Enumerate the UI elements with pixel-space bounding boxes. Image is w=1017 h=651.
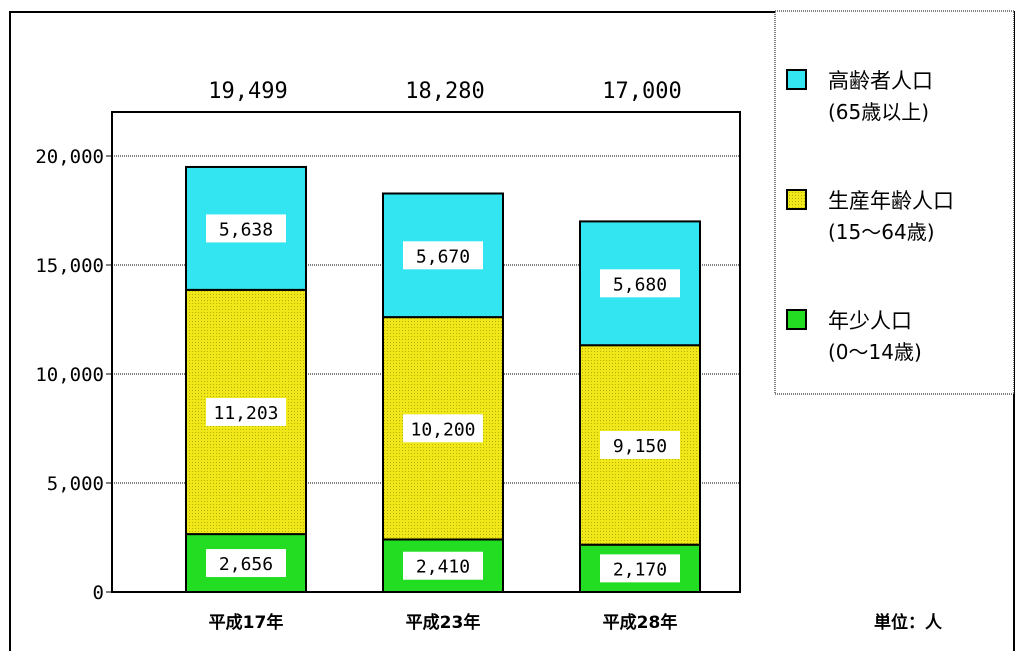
- data-label-bg: [206, 549, 286, 578]
- legend-swatch: [786, 309, 807, 330]
- data-label: 10,200: [410, 419, 475, 440]
- y-tick-label: 10,000: [35, 364, 104, 386]
- total-label: 18,280: [405, 79, 484, 104]
- legend-sublabel: (15～64歳): [828, 220, 935, 244]
- legend-box: [774, 10, 1015, 395]
- data-label: 5,680: [613, 274, 667, 295]
- legend-label: 年少人口: [828, 309, 912, 333]
- data-label: 2,170: [613, 559, 667, 580]
- data-label-bg: [403, 241, 483, 270]
- legend-swatch: [786, 69, 807, 90]
- data-label-bg: [206, 214, 286, 243]
- data-label-bg: [206, 397, 286, 426]
- y-tick-label: 15,000: [35, 255, 104, 277]
- x-tick-label: 平成28年: [603, 612, 678, 633]
- data-label: 5,670: [416, 246, 470, 267]
- data-label: 2,656: [219, 554, 273, 575]
- data-label: 5,638: [219, 219, 273, 240]
- data-label: 11,203: [213, 403, 278, 424]
- y-tick-label: 5,000: [47, 473, 104, 495]
- data-label-bg: [403, 414, 483, 443]
- x-tick-label: 平成23年: [406, 612, 481, 633]
- total-label: 19,499: [208, 79, 287, 104]
- legend-sublabel: (0～14歳): [828, 340, 922, 364]
- legend-swatch: [786, 189, 807, 210]
- legend-label: 生産年齢人口: [828, 189, 954, 213]
- data-label: 9,150: [613, 436, 667, 457]
- legend-label: 高齢者人口: [828, 69, 933, 93]
- y-tick-label: 0: [93, 582, 104, 604]
- data-label-bg: [600, 430, 680, 459]
- data-label-bg: [600, 554, 680, 583]
- y-tick-label: 20,000: [35, 146, 104, 168]
- data-label: 2,410: [416, 557, 470, 578]
- unit-label: 単位：人: [874, 612, 943, 633]
- data-label-bg: [403, 551, 483, 580]
- x-tick-label: 平成17年: [209, 612, 284, 633]
- legend-sublabel: (65歳以上): [828, 100, 929, 124]
- total-label: 17,000: [602, 79, 681, 104]
- data-label-bg: [600, 269, 680, 298]
